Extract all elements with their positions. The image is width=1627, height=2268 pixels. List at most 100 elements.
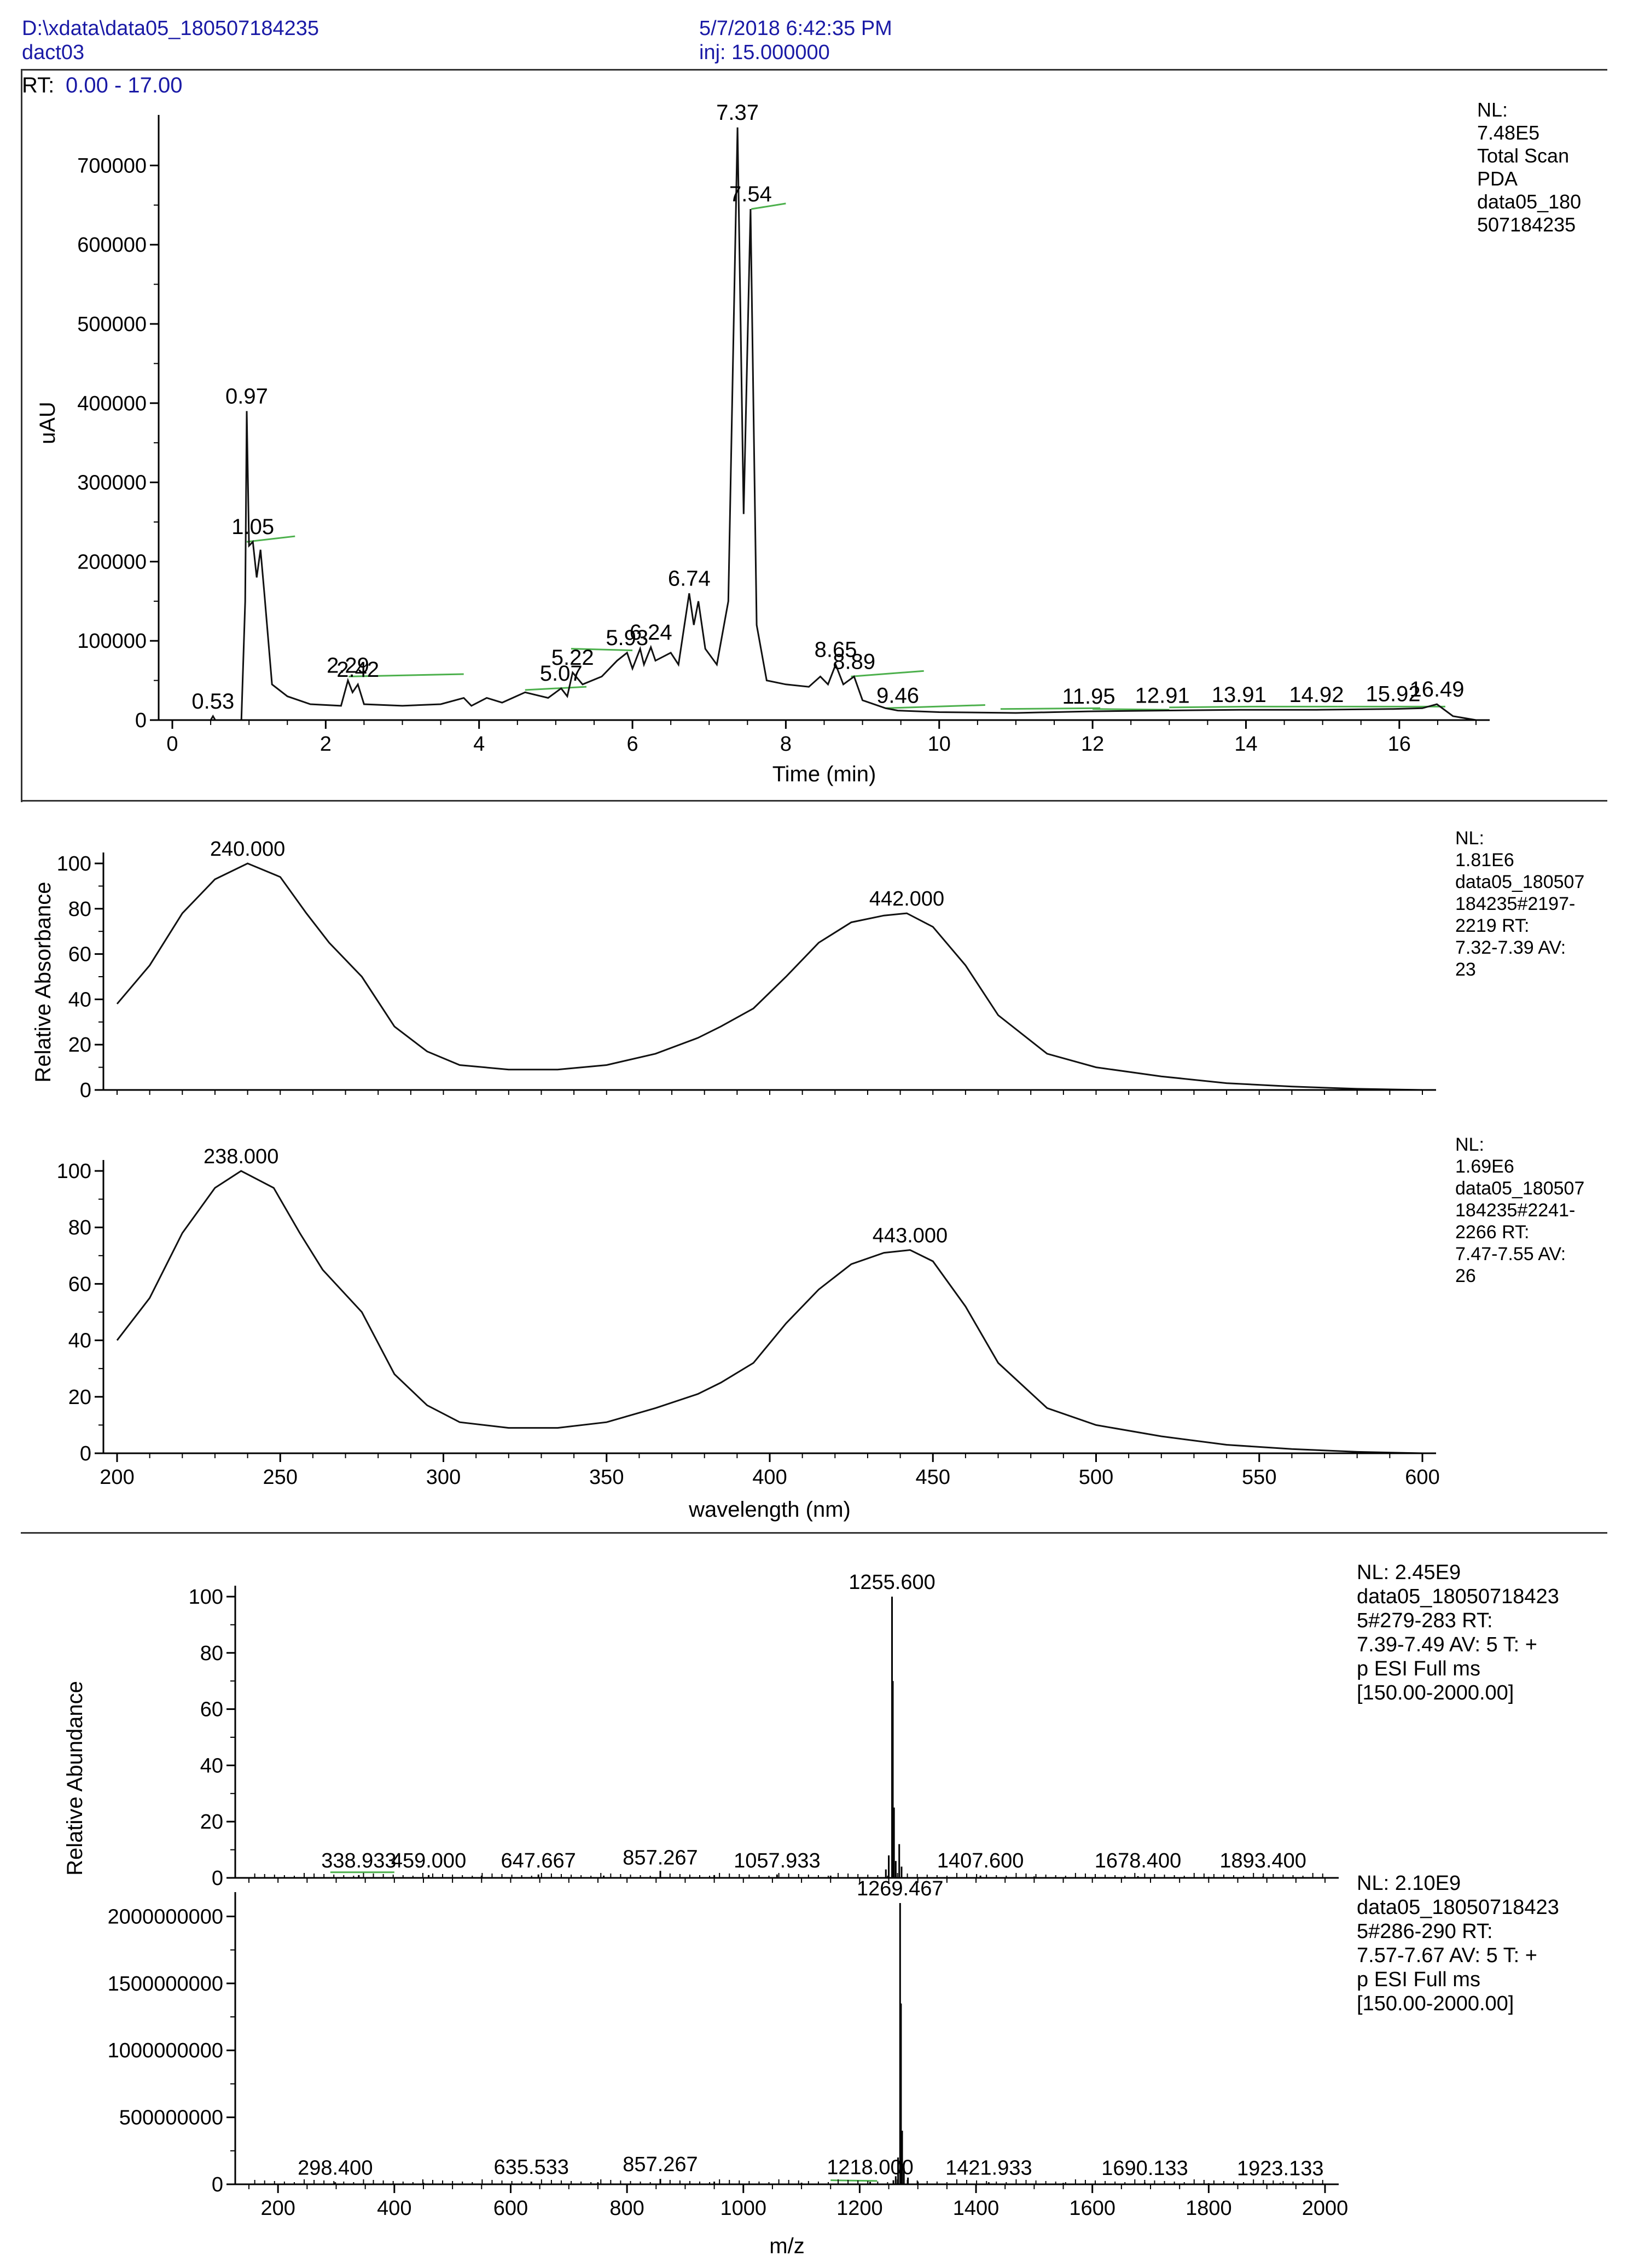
peak-label: 1421.933 bbox=[945, 2156, 1032, 2179]
peak-label: 1.05 bbox=[231, 515, 274, 539]
uv-spectrum-2-y-ticks: 0 20 40 60 80 100 bbox=[57, 1160, 103, 1465]
x-tick-label: 200 bbox=[260, 2197, 295, 2220]
peak-label: 443.000 bbox=[873, 1224, 948, 1247]
chromatogram-y-label: uAU bbox=[36, 402, 60, 444]
panel-divider-2 bbox=[21, 1532, 1607, 1534]
y-tick-label: 20 bbox=[200, 1811, 223, 1834]
integration-baseline bbox=[1000, 707, 1101, 710]
peak-label: 1407.600 bbox=[937, 1849, 1024, 1872]
mass-spectrum-2-peaks bbox=[254, 1903, 1323, 2184]
mass-spectrum-2-panel: 0 500000000 1000000000 1500000000 2000000000… bbox=[108, 1877, 1349, 2258]
integration-baseline bbox=[525, 686, 587, 691]
x-tick-label: 0 bbox=[166, 733, 178, 756]
mass-spectrum-y-label: Relative Abundance bbox=[63, 1681, 87, 1876]
peak-label: 1690.133 bbox=[1101, 2157, 1188, 2180]
uv-spectrum-1-info: NL: 1.81E6 data05_180507 184235#2197- 2219 R… bbox=[1455, 827, 1584, 981]
peak-label: 8.89 bbox=[833, 649, 875, 674]
x-tick-label: 1600 bbox=[1069, 2197, 1115, 2220]
y-tick-label: 0 bbox=[80, 1442, 91, 1465]
info-line: NL: bbox=[1455, 1134, 1484, 1155]
integration-baseline bbox=[246, 535, 295, 543]
info-line: NL: 2.45E9 bbox=[1357, 1561, 1461, 1584]
chromatogram-x-label: Time (min) bbox=[772, 762, 876, 786]
y-tick-label: 40 bbox=[68, 1330, 91, 1353]
peak-label: 1218.000 bbox=[827, 2156, 914, 2179]
info-line: 2266 RT: bbox=[1455, 1222, 1530, 1243]
peak-label: 1678.400 bbox=[1095, 1849, 1182, 1872]
uv-spectrum-y-label: Relative Absorbance bbox=[31, 882, 55, 1083]
peak-label: 12.91 bbox=[1135, 684, 1190, 708]
peak-label: 6.74 bbox=[668, 566, 711, 590]
peak-label: 238.000 bbox=[204, 1145, 278, 1168]
y-tick-label: 20 bbox=[68, 1386, 91, 1409]
x-tick-label: 12 bbox=[1081, 733, 1104, 756]
chromatogram-panel: 0 100000 200000 300000 400000 500000 600000 700… bbox=[36, 101, 1490, 786]
x-tick-label: 4 bbox=[473, 733, 485, 756]
peak-label: 857.267 bbox=[623, 2153, 698, 2176]
x-tick-label: 200 bbox=[100, 1466, 134, 1489]
peak-label: 1893.400 bbox=[1219, 1849, 1306, 1872]
peak-label: 11.95 bbox=[1062, 685, 1115, 709]
info-line: 5#286-290 RT: bbox=[1357, 1920, 1493, 1943]
left-frame-line bbox=[21, 69, 22, 802]
peak-label: 1269.467 bbox=[857, 1877, 944, 1900]
y-tick-label: 1000000000 bbox=[108, 2039, 223, 2062]
info-line: 7.57-7.67 AV: 5 T: + bbox=[1357, 1944, 1537, 1967]
x-tick-label: 400 bbox=[377, 2197, 411, 2220]
x-tick-label: 1200 bbox=[836, 2197, 883, 2220]
y-tick-label: 0 bbox=[135, 709, 147, 732]
uv-spectrum-2-trace bbox=[116, 1170, 1423, 1454]
peak-label: 442.000 bbox=[869, 888, 944, 910]
peak-label: 1255.600 bbox=[849, 1571, 935, 1594]
rt-range-value: 0.00 - 17.00 bbox=[66, 73, 183, 97]
y-tick-label: 500000 bbox=[77, 313, 147, 336]
y-tick-label: 100 bbox=[57, 852, 91, 875]
y-tick-label: 100 bbox=[57, 1160, 91, 1183]
x-tick-label: 2 bbox=[320, 733, 332, 756]
peak-label: 7.37 bbox=[716, 101, 759, 125]
info-line: 7.47-7.55 AV: bbox=[1455, 1244, 1566, 1264]
peak-label: 1057.933 bbox=[734, 1849, 821, 1872]
mass-spectrum-x-label: m/z bbox=[769, 2234, 804, 2258]
x-tick-label: 10 bbox=[928, 733, 951, 756]
y-tick-label: 80 bbox=[200, 1642, 223, 1665]
peak-label: 15.92 bbox=[1366, 682, 1421, 706]
info-line: p ESI Full ms bbox=[1357, 1968, 1480, 1991]
uv-spectrum-2-peak-labels: 238.000 443.000 bbox=[204, 1145, 948, 1247]
y-tick-label: 1500000000 bbox=[108, 1973, 223, 1996]
x-tick-label: 14 bbox=[1234, 733, 1257, 756]
y-tick-label: 0 bbox=[80, 1079, 91, 1102]
info-line: NL: 2.10E9 bbox=[1357, 1872, 1461, 1895]
panel-divider-1 bbox=[21, 800, 1607, 802]
y-tick-label: 0 bbox=[212, 2173, 223, 2196]
info-line: 2219 RT: bbox=[1455, 915, 1530, 936]
y-tick-label: 80 bbox=[68, 1216, 91, 1239]
chromatogram-info: NL: 7.48E5 Total Scan PDA data05_180 50718423… bbox=[1477, 98, 1581, 236]
integration-baseline bbox=[830, 2179, 878, 2182]
peak-label: 459.000 bbox=[391, 1849, 466, 1872]
uv-spectrum-2-info: NL: 1.69E6 data05_180507 184235#2241- 2266 R… bbox=[1455, 1134, 1584, 1287]
peak-label: 5.93 bbox=[606, 626, 648, 650]
injection-volume: inj: 15.000000 bbox=[699, 41, 830, 64]
peak-label: 647.667 bbox=[501, 1849, 576, 1872]
peak-label: 8.65 bbox=[815, 638, 857, 662]
chromatogram-y-ticks: 0 100000 200000 300000 400000 500000 600000 700… bbox=[77, 154, 159, 732]
y-tick-label: 40 bbox=[200, 1754, 223, 1777]
y-tick-label: 700000 bbox=[77, 154, 147, 177]
mass-spectrum-2-y-ticks: 0 500000000 1000000000 1500000000 2000000000 bbox=[108, 1905, 235, 2196]
peak-label: 5.07 bbox=[540, 662, 583, 686]
info-line: data05_180 bbox=[1477, 190, 1582, 213]
y-tick-label: 500000000 bbox=[119, 2107, 223, 2130]
peak-label: 635.533 bbox=[494, 2156, 569, 2179]
uv-spectrum-1-trace bbox=[116, 862, 1423, 1091]
x-tick-label: 6 bbox=[626, 733, 638, 756]
info-line: [150.00-2000.00] bbox=[1357, 1992, 1514, 2015]
peak-label: 6.24 bbox=[630, 620, 672, 645]
info-line: p ESI Full ms bbox=[1357, 1657, 1480, 1680]
x-tick-label: 1800 bbox=[1186, 2197, 1232, 2220]
x-tick-label: 550 bbox=[1242, 1466, 1276, 1489]
y-tick-label: 0 bbox=[212, 1867, 223, 1890]
x-tick-label: 1000 bbox=[720, 2197, 766, 2220]
